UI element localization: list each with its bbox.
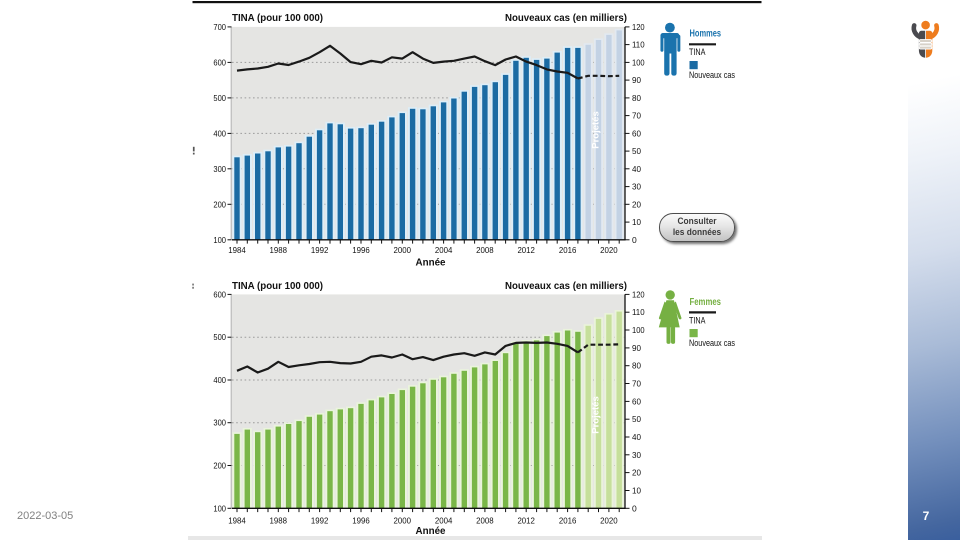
svg-text:110: 110 (632, 307, 645, 317)
svg-text:0: 0 (632, 235, 637, 245)
svg-text:2020: 2020 (600, 515, 618, 525)
svg-text:200: 200 (213, 461, 226, 471)
svg-text:70: 70 (632, 111, 641, 121)
svg-text:400: 400 (213, 128, 226, 138)
svg-text:100: 100 (632, 325, 645, 335)
svg-text:100: 100 (213, 503, 226, 513)
svg-text:120: 120 (632, 289, 645, 299)
svg-text:2012: 2012 (517, 245, 535, 255)
svg-text:600: 600 (213, 57, 226, 67)
svg-text:1988: 1988 (270, 245, 288, 255)
svg-text:200: 200 (213, 199, 226, 209)
svg-text:2008: 2008 (476, 515, 494, 525)
svg-text:0: 0 (632, 503, 637, 513)
svg-text:10: 10 (632, 217, 641, 227)
svg-text:TINA: TINA (689, 47, 706, 57)
svg-text:Projetés: Projetés (591, 396, 602, 434)
svg-text:90: 90 (632, 75, 641, 85)
svg-text:1988: 1988 (270, 515, 288, 525)
svg-text:100: 100 (632, 57, 645, 67)
svg-text:1992: 1992 (311, 515, 329, 525)
svg-text:Année: Année (416, 257, 446, 268)
svg-text:100: 100 (213, 235, 226, 245)
svg-text:60: 60 (632, 396, 641, 406)
svg-text:1984: 1984 (228, 515, 246, 525)
svg-text:400: 400 (213, 375, 226, 385)
svg-text:TINA (pour 100 000): TINA (pour 100 000) (232, 12, 323, 24)
svg-text:Nouveaux cas (en milliers): Nouveaux cas (en milliers) (505, 12, 627, 24)
svg-text:10: 10 (632, 486, 641, 496)
svg-text:20: 20 (632, 199, 641, 209)
svg-text:600: 600 (213, 289, 226, 299)
svg-text:60: 60 (632, 128, 641, 138)
svg-text:2000: 2000 (394, 245, 412, 255)
svg-text:1996: 1996 (352, 245, 370, 255)
svg-text:2008: 2008 (476, 245, 494, 255)
svg-text:30: 30 (632, 450, 641, 460)
svg-text:2004: 2004 (435, 245, 453, 255)
svg-text:110: 110 (632, 40, 645, 50)
svg-text:120: 120 (632, 22, 645, 32)
svg-text:500: 500 (213, 93, 226, 103)
svg-text:300: 300 (213, 418, 226, 428)
svg-text:300: 300 (213, 164, 226, 174)
svg-text:Femmes: Femmes (690, 297, 722, 308)
svg-text:20: 20 (632, 468, 641, 478)
svg-text:2000: 2000 (394, 515, 412, 525)
svg-text:90: 90 (632, 343, 641, 353)
svg-text:500: 500 (213, 332, 226, 342)
svg-text:40: 40 (632, 432, 641, 442)
svg-text:2004: 2004 (435, 515, 453, 525)
svg-text:700: 700 (213, 22, 226, 32)
svg-text:2016: 2016 (559, 515, 577, 525)
svg-text:80: 80 (632, 361, 641, 371)
svg-text:40: 40 (632, 164, 641, 174)
svg-text:Projetés: Projetés (591, 111, 602, 149)
svg-text:Année: Année (416, 526, 446, 537)
svg-text:1996: 1996 (352, 515, 370, 525)
svg-text:Nouveaux cas: Nouveaux cas (689, 70, 735, 80)
svg-text:TINA (pour 100 000): TINA (pour 100 000) (232, 280, 323, 292)
svg-text:1984: 1984 (228, 245, 246, 255)
svg-text:2012: 2012 (517, 515, 535, 525)
svg-text:1992: 1992 (311, 245, 329, 255)
svg-text:Nouveaux cas: Nouveaux cas (689, 338, 735, 348)
svg-text:50: 50 (632, 414, 641, 424)
svg-text:2020: 2020 (600, 245, 618, 255)
svg-text:2016: 2016 (559, 245, 577, 255)
svg-text:70: 70 (632, 379, 641, 389)
svg-text:80: 80 (632, 93, 641, 103)
svg-text:TINA: TINA (689, 315, 706, 325)
svg-text:30: 30 (632, 182, 641, 192)
svg-text:Hommes: Hommes (690, 29, 722, 40)
svg-text:50: 50 (632, 146, 641, 156)
svg-text:Nouveaux cas (en milliers): Nouveaux cas (en milliers) (505, 280, 627, 292)
